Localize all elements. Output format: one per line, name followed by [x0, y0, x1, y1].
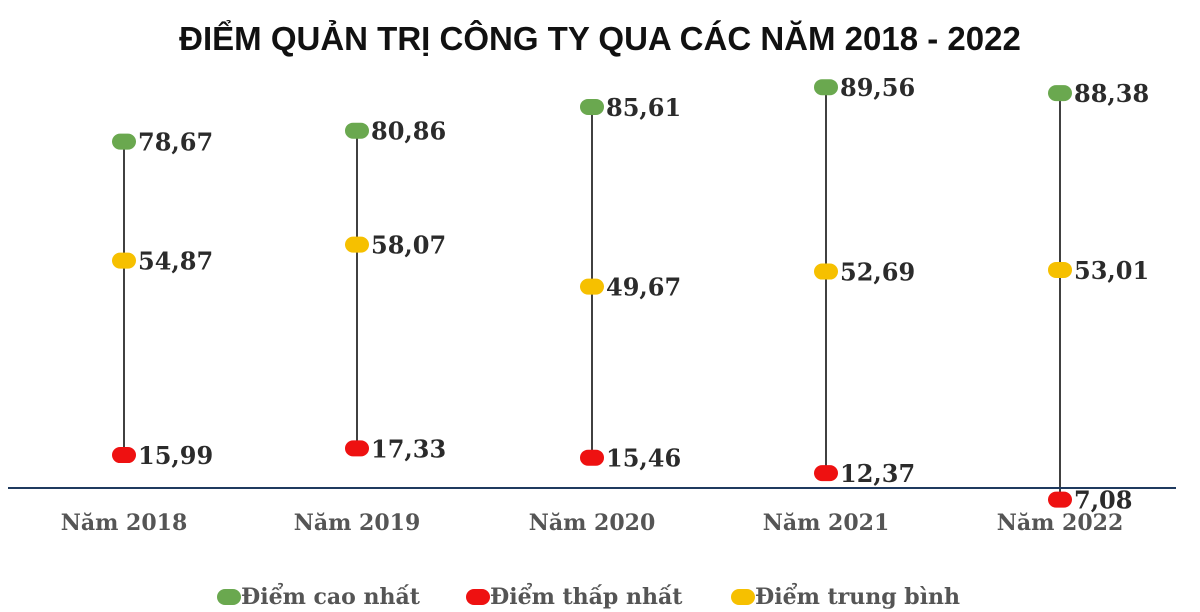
x-tick-labels: Năm 2018 Năm 2019 Năm 2020 Năm 2021 Năm 2022 [61, 510, 1124, 536]
data-label: 89,56 [840, 73, 915, 102]
legend-label: Điểm thấp nhất [490, 582, 683, 610]
data-label: 12,37 [840, 459, 915, 488]
data-label: 78,67 [138, 128, 213, 157]
x-tick-label: Năm 2019 [294, 510, 421, 536]
data-point [112, 252, 136, 269]
legend-label: Điểm cao nhất [241, 582, 421, 610]
data-label: 52,69 [840, 258, 915, 287]
data-label: 54,87 [138, 247, 213, 276]
data-label: 15,99 [138, 441, 213, 470]
legend-marker [217, 589, 241, 605]
data-point [345, 122, 369, 139]
data-point [580, 449, 604, 466]
data-label: 88,38 [1074, 79, 1149, 108]
legend-marker [731, 589, 755, 605]
data-point [345, 440, 369, 457]
data-label: 80,86 [371, 117, 446, 146]
data-point [814, 79, 838, 96]
data-label: 7,08 [1074, 486, 1132, 515]
data-label: 17,33 [371, 434, 446, 463]
x-tick-label: Năm 2018 [61, 510, 188, 536]
data-label: 85,61 [606, 93, 681, 122]
data-point [112, 447, 136, 464]
data-point [1048, 261, 1072, 278]
data-point [345, 236, 369, 253]
legend-marker [466, 589, 490, 605]
legend: Điểm cao nhất Điểm thấp nhất Điểm trung bì… [217, 582, 960, 610]
data-point [1048, 85, 1072, 102]
legend-label: Điểm trung bình [755, 582, 960, 610]
data-point [814, 465, 838, 482]
data-point [580, 278, 604, 295]
x-tick-label: Năm 2022 [997, 510, 1124, 536]
data-label: 15,46 [606, 444, 681, 473]
plot-area: 78,67 80,86 85,61 89,56 88,38 15,99 17,33 15,46… [112, 73, 1149, 515]
data-label: 58,07 [371, 231, 446, 260]
data-point [580, 98, 604, 115]
data-point [814, 263, 838, 280]
x-tick-label: Năm 2020 [529, 510, 656, 536]
chart-title: ĐIỂM QUẢN TRỊ CÔNG TY QUA CÁC NĂM 2018 -… [179, 19, 1021, 57]
data-point [1048, 491, 1072, 508]
data-label: 53,01 [1074, 256, 1149, 285]
data-point [112, 133, 136, 150]
x-tick-label: Năm 2021 [763, 510, 890, 536]
data-label: 49,67 [606, 273, 681, 302]
